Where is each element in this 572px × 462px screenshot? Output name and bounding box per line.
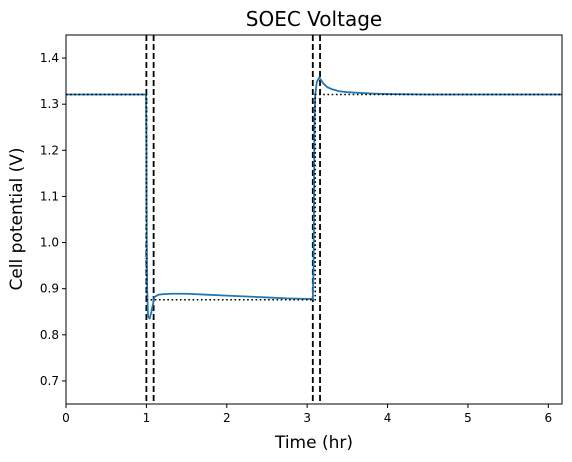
chart-title: SOEC Voltage xyxy=(246,7,382,31)
y-tick-label: 0.9 xyxy=(40,282,59,296)
y-tick-label: 0.7 xyxy=(40,374,59,388)
x-axis-ticks: 0 1 2 3 4 5 6 xyxy=(62,404,552,425)
y-tick-label: 1.3 xyxy=(40,97,59,111)
y-tick-label: 1.2 xyxy=(40,143,59,157)
x-tick-label: 0 xyxy=(62,411,70,425)
y-axis-label: Cell potential (V) xyxy=(7,147,27,290)
x-tick-label: 1 xyxy=(143,411,151,425)
y-tick-label: 1.4 xyxy=(40,51,59,65)
x-tick-label: 5 xyxy=(464,411,472,425)
x-tick-label: 6 xyxy=(545,411,553,425)
plot-area xyxy=(66,35,562,404)
voltage-series-line xyxy=(66,76,562,320)
setpoint-line xyxy=(66,93,562,301)
x-tick-label: 4 xyxy=(384,411,392,425)
x-tick-label: 2 xyxy=(223,411,231,425)
axes-frame xyxy=(65,34,563,405)
y-tick-label: 1.1 xyxy=(40,189,59,203)
y-axis-ticks: 0.7 0.8 0.9 1.0 1.1 1.2 1.3 1.4 xyxy=(40,51,66,388)
y-tick-label: 1.0 xyxy=(40,236,59,250)
y-tick-label: 0.8 xyxy=(40,328,59,342)
x-axis-label: Time (hr) xyxy=(274,433,353,453)
x-tick-label: 3 xyxy=(303,411,311,425)
